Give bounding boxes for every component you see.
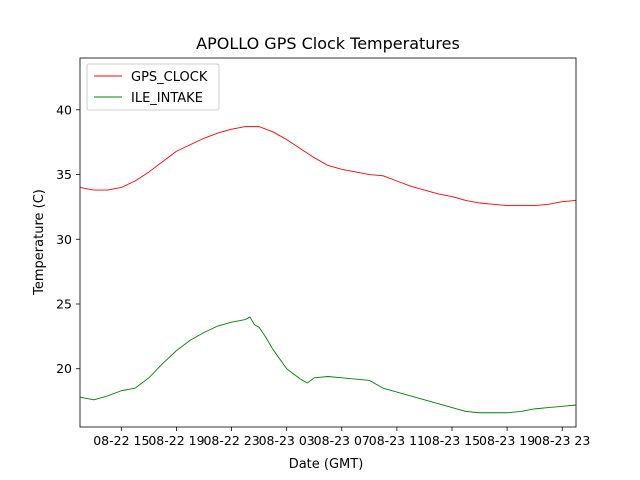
legend-label-gps-clock: GPS_CLOCK (131, 70, 208, 85)
y-axis: 20 25 30 35 40 (56, 102, 80, 376)
x-tick-label: 08-23 15 (424, 433, 480, 448)
y-axis-label: Temperature (C) (32, 189, 47, 296)
legend-label-ile-intake: ILE_INTAKE (131, 91, 203, 106)
x-tick-label: 08-22 15 (93, 433, 149, 448)
x-tick-label: 08-22 23 (203, 433, 259, 448)
x-tick-label: 08-23 23 (534, 433, 590, 448)
axes-frame (79, 57, 577, 428)
y-tick-label: 30 (56, 232, 72, 247)
series-layer (79, 126, 577, 414)
x-tick-label: 08-23 03 (259, 433, 315, 448)
x-axis-label: Date (GMT) (289, 457, 364, 472)
x-tick-label: 08-23 19 (479, 433, 535, 448)
series-line-gps-clock (79, 126, 577, 207)
chart-title: APOLLO GPS Clock Temperatures (196, 34, 460, 53)
y-tick-label: 20 (56, 361, 72, 376)
legend: GPS_CLOCK ILE_INTAKE (86, 63, 220, 111)
y-tick-label: 35 (56, 167, 72, 182)
y-tick-label: 25 (56, 297, 72, 312)
x-tick-label: 08-23 07 (314, 433, 370, 448)
series-line-ile-intake (79, 316, 577, 414)
x-tick-label: 08-23 11 (369, 433, 425, 448)
x-tick-label: 08-22 19 (148, 433, 204, 448)
y-tick-label: 40 (56, 102, 72, 117)
